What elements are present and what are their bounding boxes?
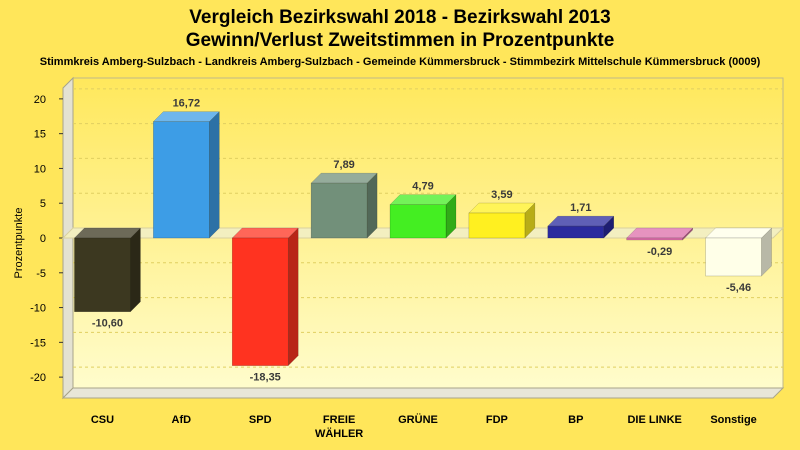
x-tick-label: BP xyxy=(568,414,583,426)
x-tick-label: CSU xyxy=(91,414,114,426)
bar-top xyxy=(389,194,457,205)
x-tick-label: FDP xyxy=(486,414,508,426)
data-label: -18,35 xyxy=(250,372,281,384)
bar-top xyxy=(704,227,773,239)
y-tick-label: 20 xyxy=(34,94,46,106)
data-label: 7,89 xyxy=(333,159,354,171)
y-axis-label: Prozentpunkte xyxy=(13,208,25,279)
x-tick-label: AfD xyxy=(172,414,192,426)
y-tick-label: 10 xyxy=(34,163,46,175)
y-tick-label: 15 xyxy=(34,129,46,141)
y-tick-label: 0 xyxy=(40,233,46,245)
bar-top xyxy=(626,227,694,239)
bar-fdp[interactable] xyxy=(468,212,526,239)
x-tick-label: SPD xyxy=(249,414,272,426)
x-tick-label: FREIE xyxy=(323,414,355,426)
y-tick-label: -20 xyxy=(30,372,46,384)
y-tick-label: -15 xyxy=(30,337,46,349)
y-tick-label: -5 xyxy=(36,268,46,280)
bar-side xyxy=(287,227,299,367)
data-label: -5,46 xyxy=(726,282,751,294)
y-tick-label: -10 xyxy=(30,303,46,315)
plot-floor xyxy=(61,387,785,399)
y-tick-label: 5 xyxy=(40,198,46,210)
bar-freie-wähler[interactable] xyxy=(310,182,368,239)
data-label: 16,72 xyxy=(173,98,201,110)
data-label: -0,29 xyxy=(647,246,672,258)
bar-afd[interactable] xyxy=(153,121,210,239)
bar-side xyxy=(366,172,378,239)
x-tick-label: DIE LINKE xyxy=(627,414,681,426)
data-label: 4,79 xyxy=(412,181,433,193)
data-label: 3,59 xyxy=(491,189,512,201)
bar-top xyxy=(152,111,220,122)
plot-area: 20 15 10 5 0 -5 -10 -15 -20 -10,60 CSU 16,72 AfD -18,… xyxy=(30,76,785,440)
x-tick-label: Sonstige xyxy=(710,414,756,426)
chart-subtitle: Stimmkreis Amberg-Sulzbach - Landkreis A… xyxy=(40,56,761,68)
chart-title-line-2: Gewinn/Verlust Zweitstimmen in Prozentpu… xyxy=(186,30,615,51)
bar-top xyxy=(231,227,299,239)
bar-side xyxy=(130,227,141,313)
bar-side xyxy=(209,111,220,239)
x-tick-label: WÄHLER xyxy=(315,427,363,440)
chart-title: Vergleich Bezirkswahl 2018 - Bezirkswahl… xyxy=(189,7,610,28)
bar-grüne[interactable] xyxy=(389,204,447,239)
bar-die-linke[interactable] xyxy=(626,237,683,241)
bar-csu[interactable] xyxy=(74,237,131,312)
data-label: 1,71 xyxy=(570,202,591,214)
bar-top xyxy=(468,202,536,214)
x-tick-label: GRÜNE xyxy=(398,413,438,426)
bar-bp[interactable] xyxy=(547,225,605,239)
bar-spd[interactable] xyxy=(231,237,289,366)
bar-top xyxy=(73,227,142,239)
bar-top xyxy=(310,172,378,184)
bar-sonstige[interactable] xyxy=(705,237,762,277)
data-label: -10,60 xyxy=(92,318,123,330)
bar-top xyxy=(547,215,615,227)
